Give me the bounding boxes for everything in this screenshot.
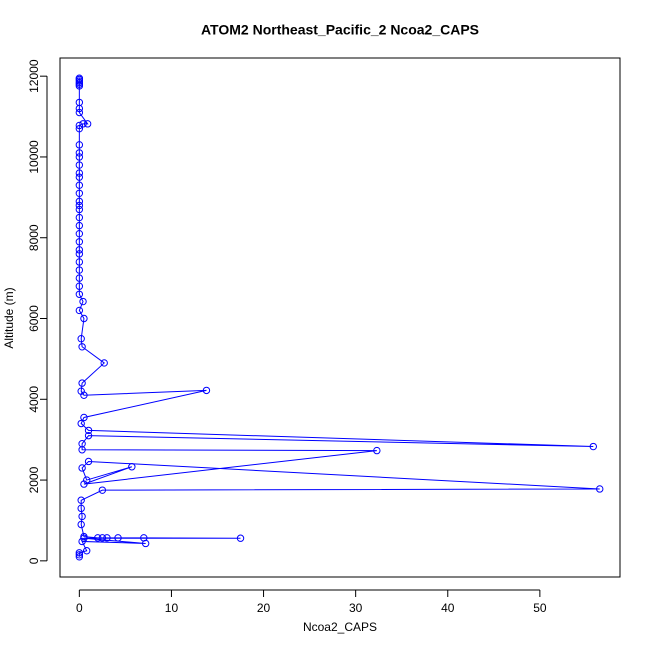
data-point [75, 121, 84, 130]
data-point [83, 120, 92, 128]
data-point [78, 512, 86, 521]
data-point [98, 534, 107, 542]
data-point [77, 419, 85, 428]
data-point [75, 161, 84, 169]
data-point [77, 496, 85, 504]
data-point [84, 426, 93, 435]
data-point [75, 274, 84, 282]
data-point [103, 534, 111, 542]
data-point [75, 282, 84, 290]
x-tick-label: 30 [349, 601, 363, 615]
data-point [236, 534, 245, 542]
data-point [75, 181, 84, 189]
data-point [78, 343, 86, 351]
data-point [75, 82, 84, 90]
x-axis-label: Ncoa2_CAPS [303, 620, 377, 634]
data-point [75, 221, 84, 230]
x-tick-label: 40 [441, 601, 455, 615]
x-tick-label: 20 [257, 601, 271, 615]
y-tick-label: 0 [27, 557, 41, 564]
x-tick-label: 0 [76, 601, 83, 615]
data-point [83, 547, 91, 555]
data-point [83, 476, 91, 484]
data-point [98, 486, 107, 494]
data-point [75, 197, 84, 206]
data-point [589, 442, 597, 451]
data-point [80, 391, 88, 399]
y-tick-label: 12000 [27, 59, 41, 93]
data-point [84, 431, 93, 440]
data-point [100, 359, 108, 367]
data-point [114, 534, 122, 542]
data-point [77, 520, 85, 529]
data-point [94, 534, 102, 542]
y-tick-label: 4000 [27, 386, 41, 413]
data-point [75, 258, 84, 266]
data-point [596, 485, 604, 493]
data-point [79, 297, 87, 306]
data-point [75, 266, 84, 274]
y-tick-label: 10000 [27, 140, 41, 174]
data-point [75, 229, 84, 238]
data-point [75, 201, 84, 210]
data-point [80, 314, 88, 323]
data-point [84, 457, 93, 466]
data-point [75, 141, 84, 149]
data-point [75, 238, 84, 246]
data-point [75, 124, 84, 133]
data-point [75, 290, 84, 298]
data-point [75, 551, 84, 559]
data-point [75, 306, 84, 315]
data-point [75, 169, 84, 177]
data-point [78, 537, 86, 546]
x-tick-label: 50 [533, 601, 547, 615]
data-point [75, 153, 84, 161]
data-point [79, 120, 87, 128]
data-point [75, 549, 84, 557]
data-point [75, 108, 84, 117]
data-point [75, 149, 84, 157]
data-point [75, 104, 84, 113]
data-line [78, 78, 600, 557]
y-tick-label: 8000 [27, 224, 41, 251]
x-tick-label: 10 [165, 601, 179, 615]
chart-title: ATOM2 Northeast_Pacific_2 Ncoa2_CAPS [201, 22, 479, 38]
data-point [75, 246, 84, 254]
data-point [77, 504, 85, 513]
y-tick-label: 6000 [27, 305, 41, 332]
plot-frame [59, 57, 621, 578]
data-point [75, 205, 84, 214]
data-point [78, 446, 86, 454]
data-point [373, 446, 381, 455]
data-point [77, 335, 85, 343]
data-point [78, 379, 86, 387]
y-axis-label: Altitude (m) [2, 287, 16, 348]
data-point [75, 173, 84, 181]
data-point [75, 553, 84, 561]
data-point [128, 463, 136, 471]
data-point [141, 539, 150, 548]
y-tick-label: 2000 [27, 466, 41, 493]
data-point [75, 213, 84, 222]
data-point [75, 250, 84, 258]
data-point [202, 386, 211, 395]
data-point [80, 413, 88, 422]
data-point [75, 189, 84, 198]
data-point [78, 464, 86, 472]
